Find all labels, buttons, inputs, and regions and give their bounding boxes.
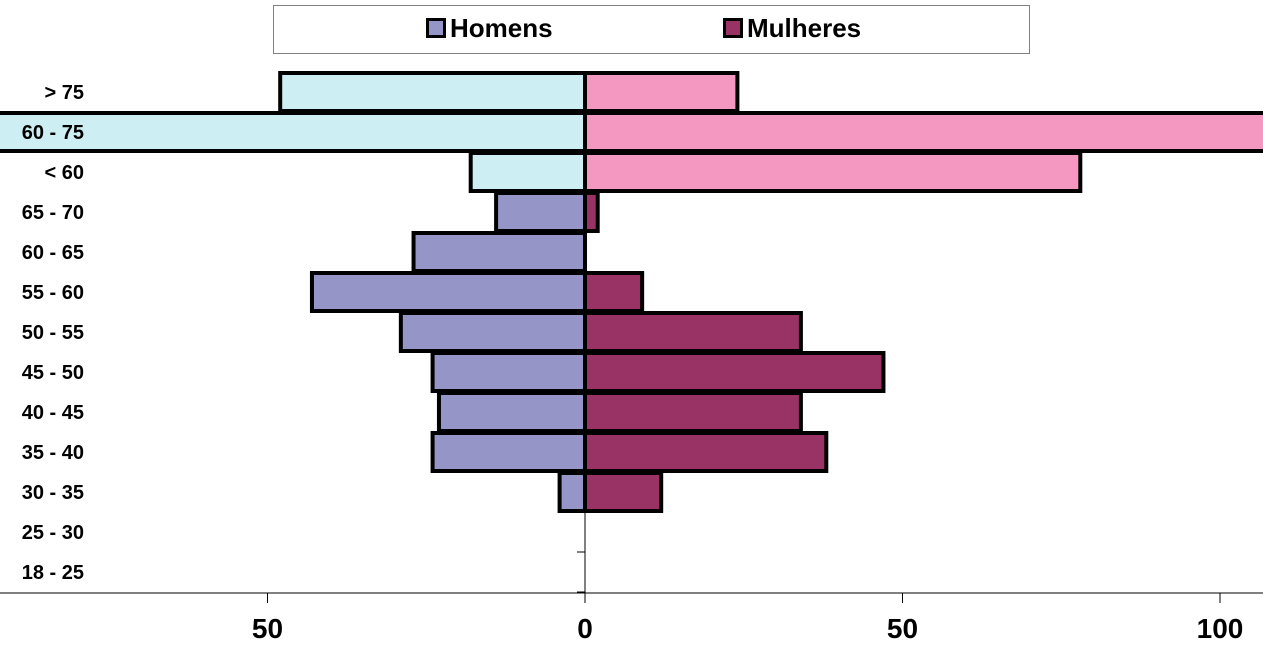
bar-homens-6: [398, 311, 587, 353]
chart-legend: Homens Mulheres: [273, 5, 1030, 54]
bar-homens-5: [309, 271, 587, 313]
legend-swatch-mulheres: [723, 18, 743, 38]
bar-homens-0: [278, 71, 587, 113]
bar-mulheres-0: [583, 71, 740, 113]
y-tick-label-8: 40 - 45: [22, 402, 84, 424]
y-tick-label-6: 50 - 55: [22, 322, 84, 344]
legend-item-homens: Homens: [426, 13, 553, 43]
legend-label-mulheres: Mulheres: [747, 13, 862, 43]
x-tick-label-5: 100: [1197, 613, 1244, 644]
y-tick-label-11: 25 - 30: [22, 522, 84, 544]
bar-homens-2: [468, 151, 588, 193]
bar-mulheres-9: [583, 431, 829, 473]
legend-swatch-homens: [426, 18, 446, 38]
bar-homens-8: [436, 391, 588, 433]
legend-label-homens: Homens: [450, 13, 553, 43]
bar-homens-9: [430, 431, 587, 473]
bar-mulheres-5: [583, 271, 645, 313]
y-tick-label-5: 55 - 60: [22, 282, 84, 304]
y-tick-label-12: 18 - 25: [22, 562, 84, 584]
bar-mulheres-1: [583, 111, 1263, 153]
y-tick-label-1: 60 - 75: [22, 122, 84, 144]
y-tick-label-4: 60 - 65: [22, 242, 84, 264]
y-tick-label-7: 45 - 50: [22, 362, 84, 384]
bar-mulheres-10: [583, 471, 664, 513]
y-tick-label-10: 30 - 35: [22, 482, 84, 504]
x-tick-label-2: 50: [252, 613, 283, 644]
bar-homens-4: [411, 231, 587, 273]
y-tick-label-3: 65 - 70: [22, 202, 84, 224]
bar-homens-10: [557, 471, 587, 513]
x-tick-label-4: 50: [887, 613, 918, 644]
x-tick-label-3: 0: [577, 613, 593, 644]
bar-mulheres-2: [583, 151, 1083, 193]
bar-homens-3: [494, 191, 588, 233]
y-tick-label-0: > 75: [45, 82, 84, 104]
bar-mulheres-7: [583, 351, 886, 393]
legend-item-mulheres: Mulheres: [723, 13, 861, 43]
bar-mulheres-8: [583, 391, 803, 433]
bar-mulheres-3: [583, 191, 600, 233]
y-tick-label-2: < 60: [45, 162, 84, 184]
bar-homens-7: [430, 351, 587, 393]
y-tick-label-9: 35 - 40: [22, 442, 84, 464]
bar-mulheres-6: [583, 311, 803, 353]
bar-homens-1: [0, 111, 588, 153]
